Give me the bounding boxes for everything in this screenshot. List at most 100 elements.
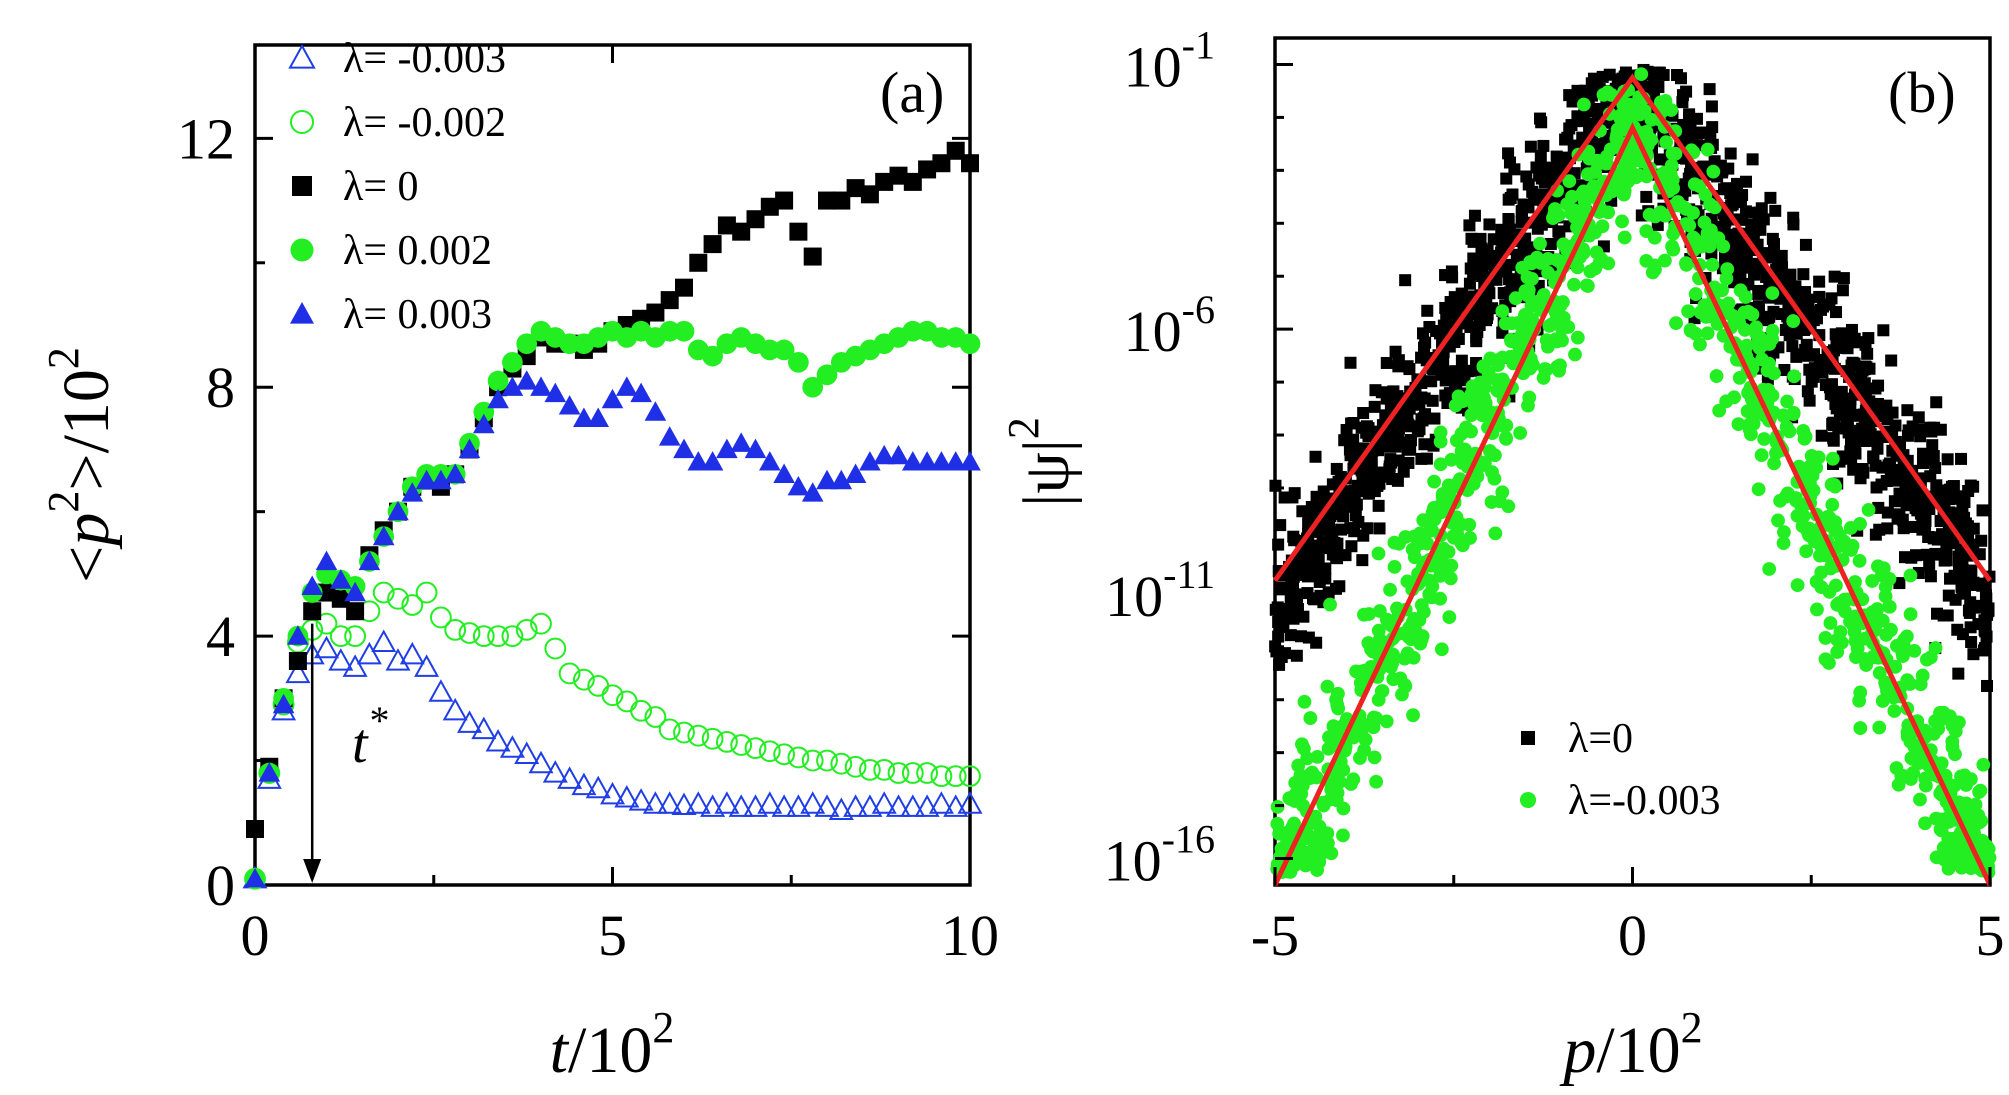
a-point — [660, 291, 679, 310]
b-point — [1503, 332, 1518, 347]
b-point — [1455, 456, 1470, 470]
b-point — [1833, 625, 1848, 639]
b-point — [1464, 424, 1478, 439]
b-point — [1333, 580, 1346, 593]
a-point — [330, 569, 352, 589]
b-point — [1284, 629, 1297, 642]
b-point — [1777, 525, 1791, 540]
a-point — [372, 525, 395, 546]
b-point — [1952, 667, 1965, 680]
b-point — [1368, 400, 1381, 413]
b-point — [1383, 582, 1397, 597]
b-point — [1815, 303, 1828, 316]
b-point — [1357, 529, 1370, 542]
a-legend-label: λ= 0.002 — [343, 228, 492, 274]
b-point — [1402, 418, 1415, 431]
b-point — [1344, 522, 1357, 535]
b-point — [1682, 218, 1697, 233]
a-point — [528, 750, 554, 774]
b-point — [1295, 630, 1308, 643]
b-point — [1310, 636, 1323, 649]
b-point — [1513, 426, 1528, 440]
b-point — [1926, 439, 1939, 452]
b-point — [1905, 551, 1918, 564]
a-point — [600, 781, 625, 805]
a-xtick-label: 5 — [598, 903, 627, 968]
b-point — [1671, 68, 1684, 81]
b-point — [1872, 720, 1887, 735]
b-point — [1372, 632, 1387, 647]
a-point — [314, 635, 339, 659]
b-point — [1534, 150, 1547, 163]
b-point — [1934, 423, 1947, 436]
b-point — [1858, 336, 1871, 349]
b-point — [1272, 616, 1285, 629]
a-xtick-label: 0 — [241, 903, 270, 968]
b-point — [1780, 486, 1795, 501]
b-point — [1786, 314, 1801, 328]
b-point — [1567, 277, 1581, 292]
b-point — [1488, 526, 1503, 541]
b-point — [1704, 130, 1717, 143]
b-point — [1470, 469, 1485, 484]
a-point — [246, 820, 264, 838]
b-point — [1433, 425, 1448, 440]
b-point — [1870, 610, 1885, 625]
b-point — [1448, 375, 1461, 388]
b-point — [1818, 631, 1833, 645]
t-star-arrow-head — [303, 859, 322, 883]
a-point — [558, 662, 581, 685]
b-point — [1371, 479, 1384, 492]
a-point — [787, 475, 810, 496]
a-ytick-label: 0 — [206, 853, 235, 918]
b-point — [1909, 502, 1922, 515]
a-point — [902, 320, 924, 342]
b-point — [1330, 697, 1345, 712]
b-point — [1863, 425, 1876, 438]
b-point — [1387, 535, 1402, 550]
b-point — [1463, 219, 1476, 232]
b-point — [1943, 709, 1957, 724]
b-point — [1762, 562, 1777, 576]
b-point — [1515, 215, 1528, 228]
a-point — [399, 641, 425, 665]
a-point — [385, 648, 411, 671]
panel-a-xlabel: t/102 — [550, 1003, 675, 1087]
panel-b: -5 0 5 10-16 10-11 10-6 10-1 λ=0 λ=-0.003 (b) p… — [999, 22, 2005, 1087]
b-point — [1981, 679, 1994, 692]
a-point — [886, 794, 911, 817]
b-point — [1350, 498, 1363, 511]
a-point — [430, 469, 452, 490]
b-point — [1789, 280, 1802, 293]
b-point — [1428, 412, 1441, 425]
b-point — [1977, 644, 1990, 657]
b-point — [1903, 568, 1918, 583]
b-point — [1323, 792, 1338, 807]
b-legend-marker — [1519, 791, 1537, 809]
b-point — [1820, 509, 1835, 524]
b-point — [1657, 68, 1670, 81]
b-point — [1694, 126, 1707, 139]
b-point — [1490, 383, 1505, 398]
t-star-label: t* — [352, 698, 388, 775]
b-point — [1751, 482, 1766, 497]
b-point — [1442, 610, 1457, 625]
b-point — [1455, 444, 1470, 459]
b-point — [1963, 606, 1976, 619]
b-point — [1842, 426, 1855, 439]
b-point — [1434, 642, 1449, 657]
b-point — [1975, 834, 1990, 848]
a-point — [559, 333, 580, 355]
b-point — [1827, 419, 1840, 432]
b-point — [1502, 193, 1515, 206]
b-point — [1912, 411, 1925, 424]
b-point — [1718, 183, 1731, 196]
b-point — [1600, 85, 1615, 100]
a-point — [458, 622, 481, 644]
b-point — [1805, 375, 1818, 388]
b-point — [1396, 626, 1411, 641]
b-point — [1731, 417, 1746, 432]
b-point — [1659, 135, 1674, 150]
b-point — [1436, 486, 1450, 501]
b-point — [1790, 578, 1805, 593]
